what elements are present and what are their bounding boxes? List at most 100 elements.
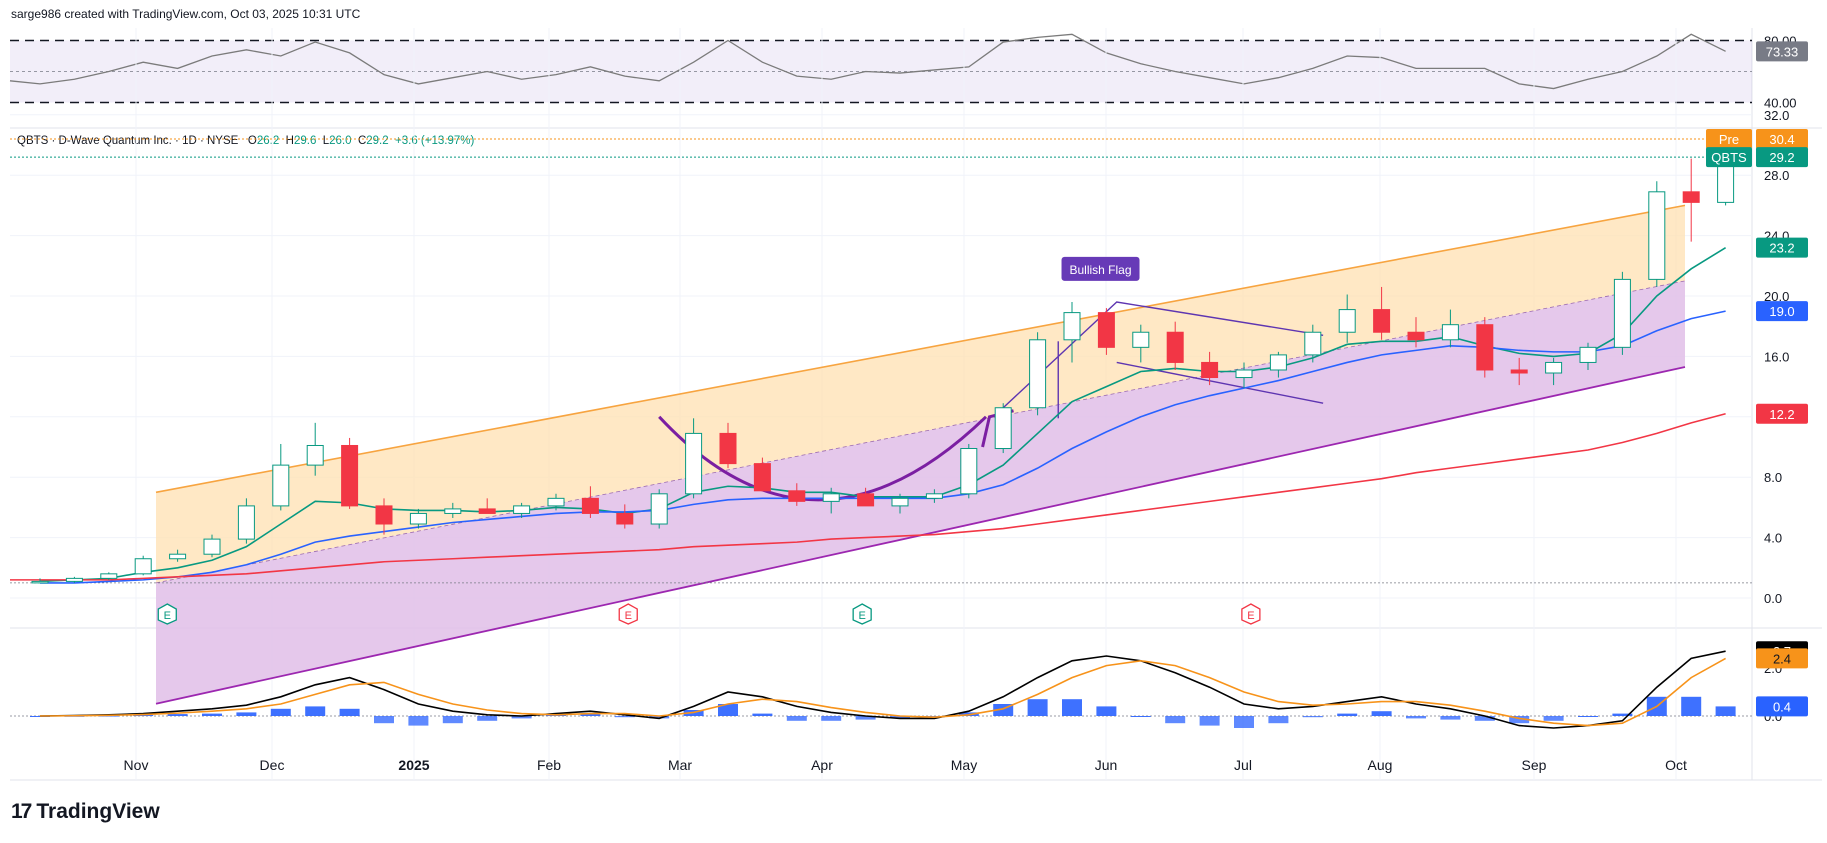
time-axis-label: Jul — [1234, 757, 1252, 773]
macd-histogram-bar — [614, 716, 635, 718]
macd-histogram-bar — [890, 716, 910, 719]
premarket-price-prefix: Pre — [1719, 132, 1739, 147]
last-price-tag — [1756, 147, 1808, 168]
ema-slow-value-label: 12.2 — [1769, 407, 1794, 422]
earnings-marker-label: E — [625, 610, 632, 622]
ema-fast-value-tag — [1756, 237, 1808, 258]
macd-histogram-bar — [30, 716, 50, 717]
candle-body — [1235, 369, 1253, 379]
macd-histogram-bar — [1681, 696, 1702, 716]
legend-change: +3.6 (+13.97%) — [395, 135, 475, 147]
candle-body — [306, 444, 324, 466]
candle-body — [100, 573, 118, 579]
candle-body — [925, 493, 943, 499]
legend-open: 26.2 — [256, 135, 280, 147]
macd-histogram-bar — [1440, 716, 1461, 720]
bullish-flag-label: Bullish Flag — [1070, 263, 1132, 277]
candle-body — [134, 558, 152, 575]
earnings-marker-label: E — [1247, 610, 1254, 622]
macd-histogram-bar — [1062, 699, 1082, 716]
macd-histogram-bar — [752, 713, 773, 716]
candle-body — [994, 407, 1012, 450]
time-axis-label: Mar — [668, 757, 692, 773]
candle-body — [788, 490, 806, 502]
macd-histogram-bar — [408, 716, 429, 726]
legend-close: 29.2 — [366, 135, 389, 147]
candle-body — [685, 432, 703, 495]
symbol-legend: QBTS · D-Wave Quantum Inc. · 1D · NYSE O… — [17, 135, 474, 147]
macd-histogram-bar — [821, 716, 842, 721]
macd-last-value-label: 2.4 — [1773, 651, 1791, 666]
ema-fast-value-label: 23.2 — [1769, 241, 1794, 256]
candle-body — [444, 508, 462, 514]
earnings-marker: E — [157, 603, 177, 625]
macd-histogram-bar — [1371, 711, 1392, 716]
candle-body — [169, 553, 187, 560]
rsi-last-value-tag — [1756, 41, 1808, 62]
bullish-flag-callout — [1061, 256, 1140, 281]
earnings-marker-label: E — [164, 610, 171, 622]
moving-average-ema_mid — [40, 310, 1726, 584]
channel-upper-zone — [156, 205, 1685, 583]
candle-body — [237, 505, 255, 540]
legend-high-label: H — [285, 135, 294, 147]
last-price-label: 29.2 — [1769, 150, 1794, 165]
ema-mid-value-tag — [1756, 301, 1808, 322]
candle-body — [1166, 331, 1184, 363]
earnings-marker: E — [1241, 603, 1261, 625]
macd-histogram-bar — [1302, 716, 1323, 718]
macd-histogram-bar — [1165, 716, 1186, 724]
macd-histogram-bar — [1337, 713, 1358, 716]
candle-body — [272, 464, 290, 507]
macd-histogram-bar — [1612, 713, 1633, 716]
price-tick-label: 8.0 — [1764, 470, 1782, 485]
rsi-last-value-label: 73.33 — [1766, 44, 1799, 59]
macd-histogram-bar — [1543, 716, 1564, 721]
macd-histogram-bar — [374, 716, 394, 724]
macd-histogram-bar — [133, 715, 154, 717]
time-axis-label: Jun — [1095, 757, 1118, 773]
time-axis-label: Feb — [537, 757, 561, 773]
macd-last-value-label: 0.4 — [1773, 699, 1791, 714]
macd-histogram-bar — [1715, 706, 1736, 716]
macd-histogram-bar — [270, 708, 291, 716]
earnings-marker-label: E — [858, 610, 865, 622]
candle-body — [891, 497, 909, 507]
time-axis-label: Sep — [1522, 757, 1547, 773]
rsi-line — [9, 33, 1726, 90]
earnings-marker-shape — [852, 603, 872, 625]
macd-macd-line — [39, 650, 1726, 729]
price-tick-label: 4.0 — [1764, 531, 1782, 546]
candle-body — [1441, 324, 1459, 341]
macd-histogram-bar — [511, 716, 532, 719]
macd-histogram-bar — [1234, 716, 1254, 728]
price-tick-label: 28.0 — [1764, 168, 1789, 183]
tradingview-logo-mark: 17 — [11, 800, 32, 823]
macd-histogram-bar — [1509, 716, 1530, 724]
time-axis-label: Aug — [1368, 757, 1393, 773]
legend-high: 29.6 — [293, 135, 317, 147]
candle-body — [822, 493, 840, 502]
macd-histogram-bar — [1474, 716, 1495, 721]
candle-body — [547, 497, 565, 507]
earnings-marker-shape — [1241, 603, 1261, 625]
earnings-marker: E — [852, 603, 872, 625]
candle-body — [1304, 331, 1322, 356]
macd-histogram-bar — [1578, 716, 1598, 717]
legend-close-label: C — [357, 135, 367, 147]
time-axis-label: Dec — [260, 757, 285, 773]
macd-histogram-bar — [580, 713, 601, 716]
rsi-tick-label: 40.00 — [1764, 96, 1797, 111]
macd-histogram-bar — [202, 713, 222, 716]
macd-histogram-bar — [855, 716, 876, 720]
candle-body — [478, 508, 496, 514]
candle-body — [1338, 309, 1356, 333]
candle-body — [1269, 354, 1287, 371]
candle-body — [203, 538, 221, 555]
ema-slow-value-tag — [1756, 403, 1808, 424]
candle-body — [1132, 331, 1150, 348]
candle-body — [1648, 191, 1666, 280]
macd-histogram-bar — [167, 714, 188, 716]
time-axis-label: May — [951, 757, 977, 773]
